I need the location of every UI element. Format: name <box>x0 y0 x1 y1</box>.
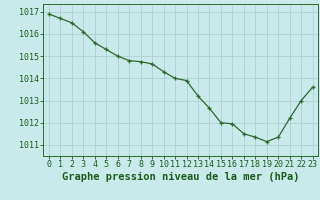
X-axis label: Graphe pression niveau de la mer (hPa): Graphe pression niveau de la mer (hPa) <box>62 172 300 182</box>
